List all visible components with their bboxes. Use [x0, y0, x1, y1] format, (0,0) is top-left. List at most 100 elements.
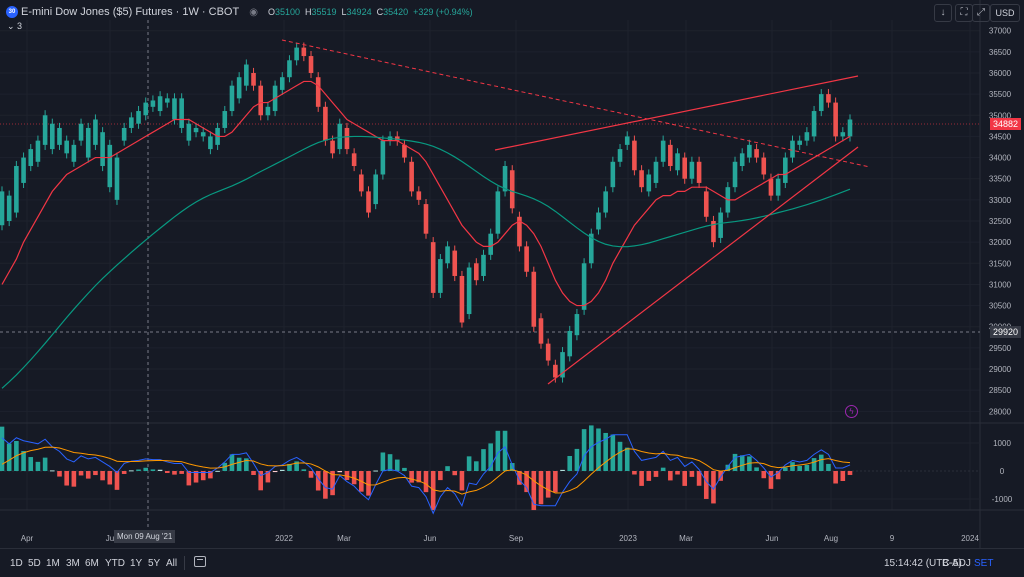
chart-canvas[interactable]: 37000 36500 36000 35500 35000 34500 34000 33500… [0, 0, 1024, 548]
tf-1d[interactable]: 1D [10, 558, 23, 569]
macd-histogram-bar [294, 461, 299, 471]
toolbar-divider [184, 556, 185, 570]
candle-body [129, 117, 134, 128]
tf-3m[interactable]: 3M [66, 558, 80, 569]
macd-histogram-bar [703, 471, 709, 499]
price-tick-label: 31500 [989, 259, 1012, 268]
arrow-down-icon[interactable]: ↓ [934, 4, 952, 22]
flash-icon[interactable]: ϟ [845, 405, 858, 418]
candle-body [21, 157, 26, 183]
candle-body [0, 191, 5, 226]
candle-body [244, 64, 249, 86]
screenshot-icon[interactable]: ⤢ [972, 4, 990, 22]
candle-body [301, 47, 307, 57]
macd-histogram-bar [474, 461, 479, 471]
candle-body [430, 242, 436, 293]
candle-body [409, 161, 414, 192]
macd-histogram-bar [57, 471, 62, 477]
fullscreen-icon[interactable]: ⛶ [955, 4, 973, 22]
macd-histogram-bar [624, 447, 630, 471]
eye-icon[interactable]: ◉ [249, 6, 258, 18]
macd-tick-label: 1000 [993, 439, 1011, 448]
price-tick-label: 35500 [989, 90, 1012, 99]
candle-body [308, 56, 314, 73]
macd-histogram-bar [718, 471, 723, 481]
macd-histogram-bar [337, 471, 343, 473]
macd-histogram-bar [603, 432, 608, 471]
macd-histogram-bar [826, 463, 831, 471]
macd-histogram-bar [6, 443, 12, 471]
ohlc-close: C35420 [376, 7, 409, 17]
currency-select[interactable]: USD [990, 4, 1020, 22]
candle-body [574, 314, 580, 336]
macd-histogram-bar [121, 471, 127, 474]
symbol-title[interactable]: E-mini Dow Jones ($5) Futures · 1W · CBO… [21, 6, 240, 18]
candle-body [703, 191, 709, 217]
tf-5y[interactable]: 5Y [148, 558, 161, 569]
tf-6m[interactable]: 6M [85, 558, 99, 569]
time-tick-label: Mar [679, 534, 693, 543]
candle-body [143, 102, 149, 116]
price-tick-label: 29000 [989, 365, 1012, 374]
ohlc-high: H35519 [305, 7, 337, 17]
macd-histogram-bar [272, 471, 278, 473]
candle-body [42, 115, 48, 145]
macd-histogram-bar [689, 471, 695, 477]
candle-body [366, 191, 371, 213]
tf-5d[interactable]: 5D [28, 558, 41, 569]
cross-price-tag: 29920 [990, 326, 1021, 338]
candle-body [85, 127, 91, 158]
candle-body [186, 123, 192, 141]
price-tick-label: 37000 [989, 27, 1012, 36]
macd-histogram-bar [323, 471, 328, 499]
calendar-icon[interactable] [194, 556, 206, 567]
candle-body [553, 364, 558, 378]
indicators-toggle[interactable]: ⌄ 3 [7, 21, 23, 31]
candle-body [761, 157, 767, 175]
symbol-logo-icon[interactable]: 30 [6, 6, 18, 18]
macd-histogram-bar [711, 471, 716, 504]
macd-histogram-bar [215, 470, 220, 472]
candle-body [459, 275, 465, 323]
time-tick-label: Mar [337, 534, 351, 543]
macd-tick-label: 0 [1000, 467, 1005, 476]
candle-body [768, 178, 774, 196]
tf-1m[interactable]: 1M [46, 558, 60, 569]
time-tick-label: Ju [106, 534, 114, 543]
candle-body [632, 140, 637, 171]
clock[interactable]: 15:14:42 (UTC-5) [884, 558, 962, 569]
candle-body [804, 132, 810, 141]
candle-body [840, 132, 846, 137]
tf-ytd[interactable]: YTD [105, 558, 125, 569]
macd-histogram-bar [747, 456, 752, 471]
candle-body [179, 98, 184, 128]
price-tick-label: 29500 [989, 344, 1012, 353]
macd-histogram-bar [509, 463, 515, 471]
macd-histogram-bar [129, 470, 134, 472]
adj-toggle[interactable]: B-ADJ [942, 558, 971, 569]
bottom-toolbar: 1D 5D 1M 3M 6M YTD 1Y 5Y All 15:14:42 (U… [0, 548, 1024, 577]
candle-body [826, 94, 831, 103]
set-toggle[interactable]: SET [974, 558, 994, 569]
macd-histogram-bar [136, 469, 141, 471]
macd-histogram-bar [502, 430, 508, 471]
candle-body [394, 136, 400, 141]
candle-body [811, 111, 817, 137]
candle-body [545, 343, 551, 361]
macd-histogram-bar [783, 467, 788, 471]
candle-body [121, 127, 127, 141]
candle-body [114, 157, 120, 200]
candle-body [847, 119, 853, 137]
tf-1y[interactable]: 1Y [130, 558, 143, 569]
macd-histogram-bar [143, 467, 149, 471]
macd-histogram-bar [445, 466, 450, 471]
price-tick-label: 33500 [989, 175, 1012, 184]
tf-all[interactable]: All [166, 558, 178, 569]
candle-body [222, 111, 228, 128]
macd-histogram-bar [394, 459, 400, 471]
macd-histogram-bar [675, 471, 680, 475]
macd-histogram-bar [768, 471, 774, 489]
macd-histogram-bar [236, 457, 242, 471]
candle-body [100, 132, 105, 167]
macd-line [1, 434, 851, 515]
